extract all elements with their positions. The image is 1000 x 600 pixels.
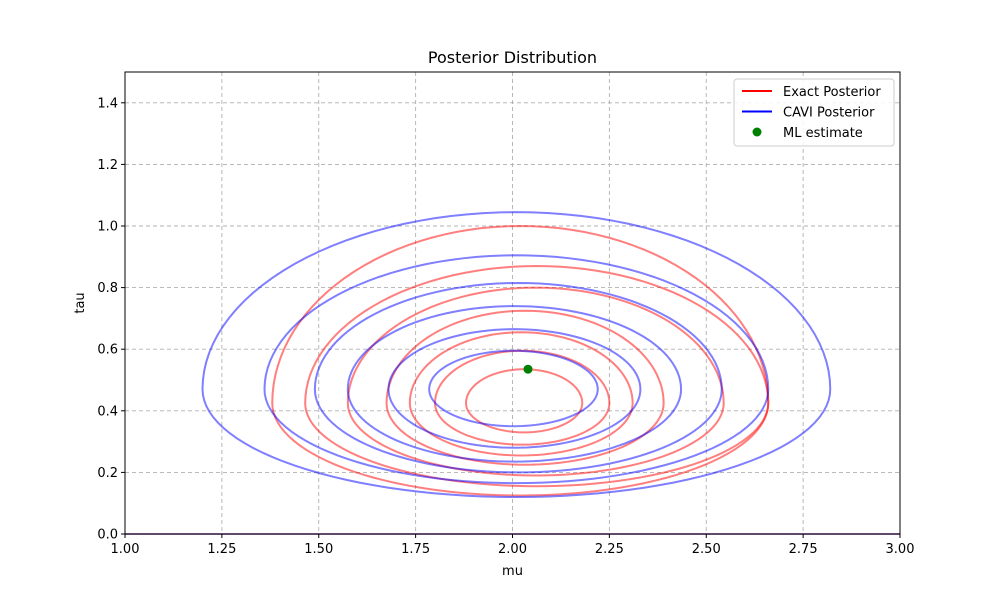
contour-line	[385, 309, 665, 466]
contour-line	[313, 281, 723, 474]
x-tick-label: 2.00	[498, 542, 527, 557]
y-tick-label: 1.4	[97, 96, 118, 111]
legend-label: ML estimate	[783, 126, 863, 141]
legend-box	[733, 78, 895, 147]
y-tick-label: 0.8	[97, 281, 118, 296]
y-axis-label: tau	[73, 292, 88, 313]
legend-label: CAVI Posterior	[783, 106, 875, 121]
ml-estimate-point	[523, 364, 533, 374]
x-axis-label: mu	[502, 564, 523, 579]
x-tick-label: 2.25	[595, 542, 624, 557]
y-tick-label: 0.4	[97, 404, 118, 419]
axis-ticks: 1.00 1.25 1.50 1.75 2.00 2.25 2.50 2.75 3.00 0.0 0…	[97, 96, 914, 557]
x-tick-label: 1.50	[304, 542, 333, 557]
contour-line	[464, 368, 584, 434]
x-tick-label: 1.00	[111, 542, 140, 557]
contour-line	[346, 286, 725, 477]
contour-line	[263, 254, 770, 485]
contour-line	[304, 265, 770, 488]
contour-line	[201, 211, 832, 499]
y-tick-label: 0.0	[97, 528, 118, 543]
legend-label: Exact Posterior	[783, 85, 881, 100]
x-tick-label: 2.50	[692, 542, 721, 557]
y-tick-label: 1.0	[97, 220, 118, 235]
legend-point-swatch	[752, 127, 762, 137]
contour-line	[346, 305, 683, 463]
legend-items: Exact Posterior CAVI Posterior ML estimate	[742, 85, 881, 141]
x-tick-label: 3.00	[886, 542, 915, 557]
y-tick-label: 1.2	[97, 158, 118, 173]
y-tick-label: 0.2	[97, 466, 118, 481]
legend: Exact Posterior CAVI Posterior ML estimate	[733, 78, 895, 147]
x-tick-label: 1.75	[401, 542, 430, 557]
contour-line	[271, 224, 770, 497]
y-tick-label: 0.6	[97, 343, 118, 358]
point-layer	[523, 364, 533, 374]
contour-line	[387, 328, 642, 449]
contour-line	[428, 349, 599, 428]
x-tick-label: 2.75	[789, 542, 818, 557]
chart-title: Posterior Distribution	[428, 48, 597, 67]
contour-line	[408, 331, 634, 457]
x-tick-label: 1.25	[207, 542, 236, 557]
